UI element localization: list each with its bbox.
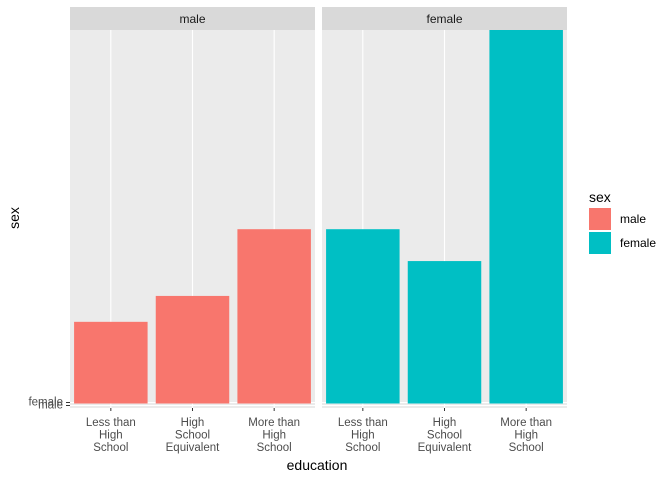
facet-panel-female: female (322, 7, 567, 408)
legend-key-female (589, 232, 611, 254)
facet-strip (322, 7, 567, 30)
x-tick-label: Less than High School (338, 417, 388, 454)
x-tick-label: Less than High School (86, 417, 136, 454)
legend-label-male: male (620, 212, 646, 226)
bar-male-2 (155, 295, 230, 404)
legend: sex male female (589, 189, 656, 254)
bar-female-2 (407, 261, 482, 404)
facet-strip (70, 7, 315, 30)
x-tick-label: More than High School (248, 417, 300, 454)
bar-female-1 (326, 229, 400, 404)
y-axis-title: sex (6, 207, 22, 229)
x-tick-label: High School Equivalent (418, 417, 473, 454)
facet-strip-label: female (426, 12, 462, 26)
facet-panels: male female (70, 7, 567, 408)
bar-female-3 (489, 30, 563, 404)
legend-title: sex (589, 189, 611, 205)
legend-label-female: female (620, 236, 656, 250)
facet-panel-male: male (70, 7, 315, 408)
x-axis-title: education (287, 457, 348, 473)
facet-strip-label: male (179, 12, 205, 26)
y-tick-label-female: female (28, 397, 63, 409)
x-tick-label: High School Equivalent (166, 417, 221, 454)
x-axis: Less than High School High School Equivalent M… (86, 408, 552, 454)
x-tick-label: More than High School (500, 417, 552, 454)
bar-male-1 (74, 321, 148, 404)
bar-male-3 (237, 229, 311, 404)
legend-key-male (589, 208, 611, 230)
y-tick-label-male: male (38, 400, 63, 412)
